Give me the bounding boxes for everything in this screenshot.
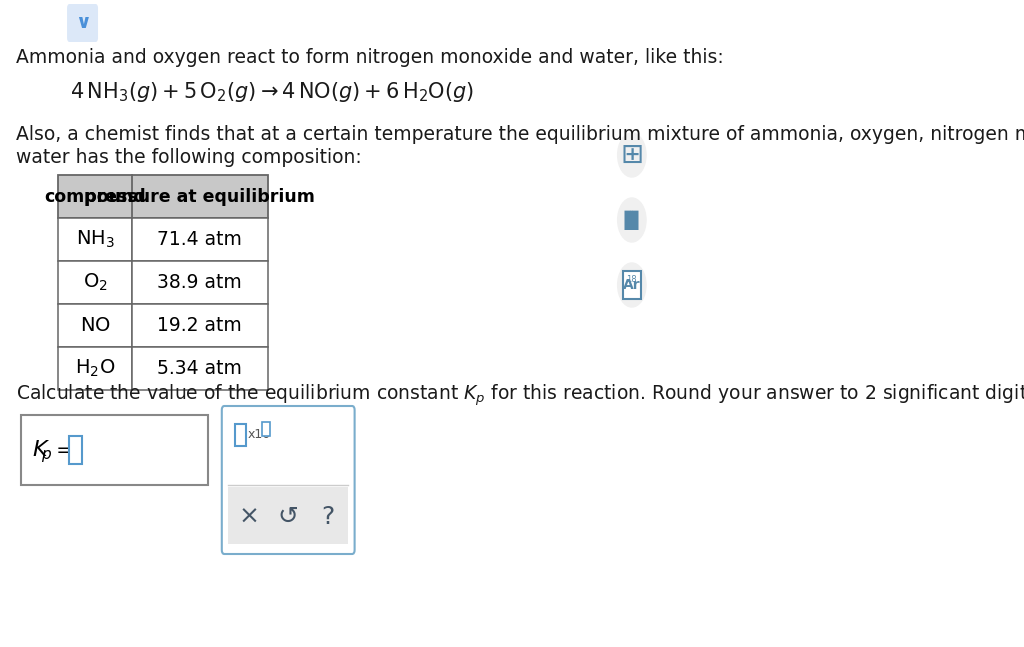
- Bar: [234, 424, 247, 446]
- Text: $K$: $K$: [32, 440, 50, 460]
- Text: $\mathrm{NO}$: $\mathrm{NO}$: [80, 316, 111, 335]
- Text: Ammonia and oxygen react to form nitrogen monoxide and water, like this:: Ammonia and oxygen react to form nitroge…: [16, 48, 724, 67]
- Bar: [58, 175, 267, 218]
- Text: ⊞: ⊞: [621, 141, 643, 169]
- Text: 71.4 atm: 71.4 atm: [158, 230, 243, 249]
- Text: compound: compound: [44, 188, 146, 206]
- Text: Calculate the value of the equilibrium constant $K_p$ for this reaction. Round y: Calculate the value of the equilibrium c…: [16, 382, 1024, 408]
- Bar: [58, 261, 132, 304]
- Text: $\mathrm{O_2}$: $\mathrm{O_2}$: [83, 272, 108, 293]
- Bar: [58, 347, 132, 390]
- Circle shape: [617, 263, 646, 307]
- Text: ▐▌: ▐▌: [616, 210, 647, 230]
- Text: ↺: ↺: [278, 505, 299, 529]
- Text: ×: ×: [239, 505, 259, 529]
- Text: ?: ?: [321, 505, 334, 529]
- Circle shape: [617, 198, 646, 242]
- Bar: [20, 415, 208, 485]
- Bar: [132, 261, 267, 304]
- Bar: [132, 218, 267, 261]
- Text: $p$: $p$: [41, 448, 52, 464]
- Circle shape: [617, 133, 646, 177]
- Text: 18: 18: [627, 275, 637, 284]
- Bar: [132, 304, 267, 347]
- FancyBboxPatch shape: [67, 4, 98, 42]
- Text: $4\,\mathrm{NH_3}(g) + 5\,\mathrm{O_2}(g) \rightarrow 4\,\mathrm{NO}(g) + 6\,\ma: $4\,\mathrm{NH_3}(g) + 5\,\mathrm{O_2}(g…: [70, 80, 474, 104]
- Bar: [228, 487, 348, 544]
- Text: pressure at equilibrium: pressure at equilibrium: [84, 188, 315, 206]
- FancyBboxPatch shape: [222, 406, 354, 554]
- Bar: [132, 347, 267, 390]
- Bar: [262, 422, 270, 436]
- Text: 5.34 atm: 5.34 atm: [158, 359, 243, 378]
- Text: Also, a chemist finds that at a certain temperature the equilibrium mixture of a: Also, a chemist finds that at a certain …: [16, 125, 1024, 144]
- Text: $\mathrm{NH_3}$: $\mathrm{NH_3}$: [76, 229, 115, 250]
- Text: 19.2 atm: 19.2 atm: [158, 316, 243, 335]
- Bar: [58, 304, 132, 347]
- Text: ∨: ∨: [75, 14, 90, 32]
- Text: water has the following composition:: water has the following composition:: [16, 148, 361, 167]
- Bar: [58, 218, 132, 261]
- Text: =: =: [50, 441, 79, 459]
- Text: x10: x10: [248, 428, 270, 441]
- Text: 38.9 atm: 38.9 atm: [158, 273, 243, 292]
- Text: Ar: Ar: [623, 278, 641, 292]
- Bar: [69, 436, 82, 464]
- FancyBboxPatch shape: [623, 271, 641, 299]
- Text: $\mathrm{H_2O}$: $\mathrm{H_2O}$: [75, 358, 116, 379]
